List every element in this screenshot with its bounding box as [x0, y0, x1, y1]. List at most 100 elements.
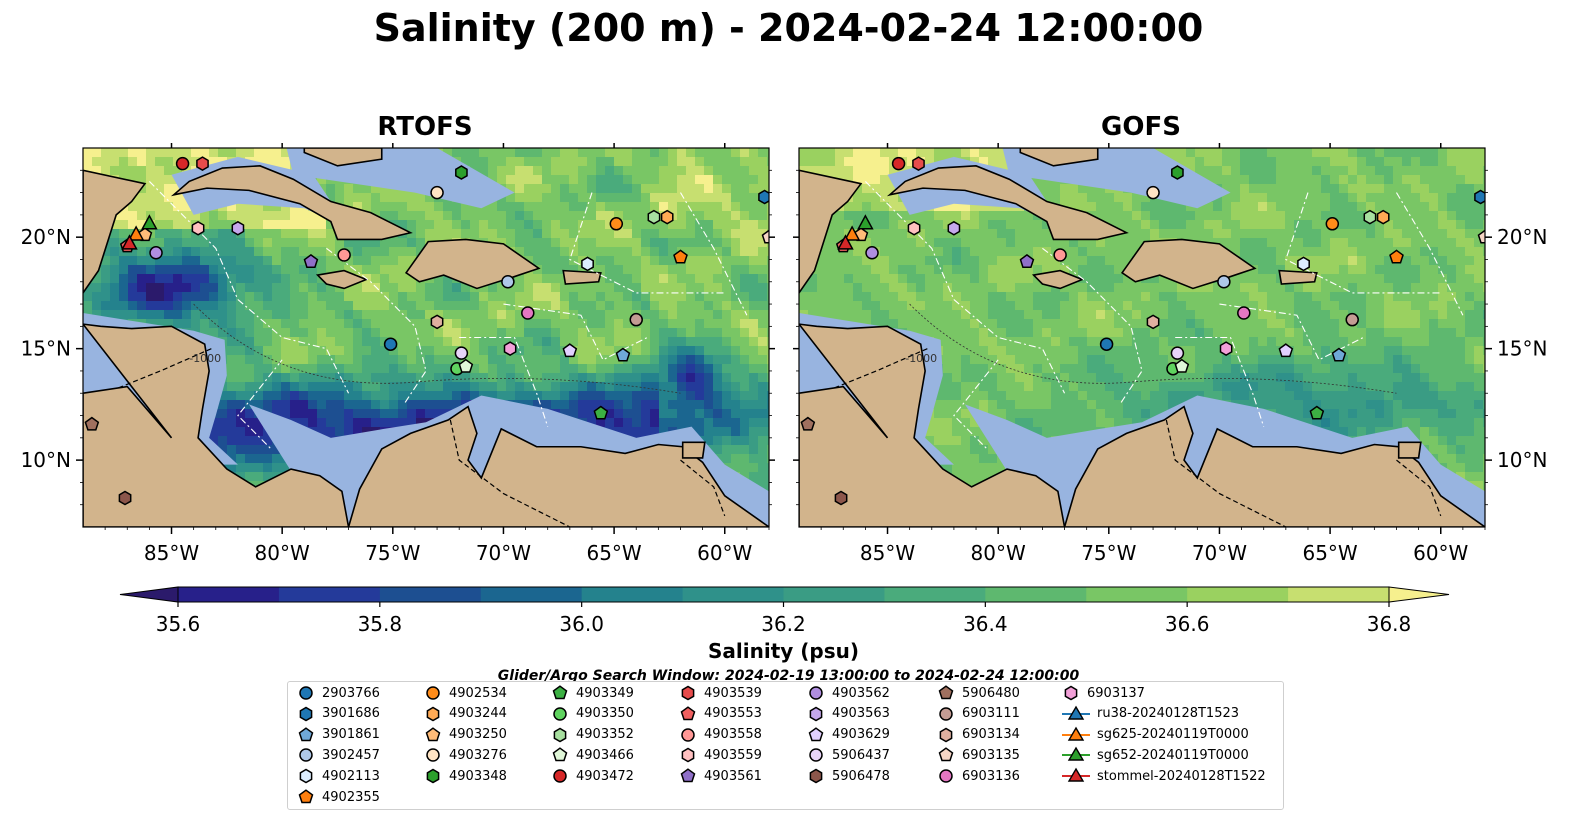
eez-line	[1396, 192, 1464, 316]
marker-6903135	[761, 229, 769, 244]
legend-label: 6903135	[962, 747, 1020, 763]
colorbar-tick-label: 36.8	[1367, 612, 1412, 636]
legend-marker	[809, 706, 823, 722]
land-area	[799, 169, 863, 295]
colorbar-tick-label: 36.6	[1165, 612, 1210, 636]
legend-item: 6903137	[1061, 683, 1145, 703]
marker-4902355	[673, 249, 688, 264]
legend-marker	[680, 706, 696, 721]
legend-item: 4903350	[550, 704, 634, 724]
marker-4903276	[430, 185, 444, 200]
lat-tick-label: 15°N	[1497, 337, 1547, 361]
land-area	[83, 169, 147, 295]
marker-3901861	[615, 347, 631, 362]
colorbar-segment	[884, 587, 986, 602]
marker-4903352	[553, 727, 567, 742]
legend-marker	[1062, 747, 1090, 762]
marker-4903561	[680, 768, 696, 783]
legend-label: 6903137	[1087, 685, 1145, 701]
marker-4903558	[337, 248, 351, 262]
colorbar-tick-label: 36.4	[963, 612, 1008, 636]
lon-tick-label: 70°W	[476, 541, 531, 565]
marker-6903136	[521, 306, 535, 320]
legend-marker	[938, 685, 954, 700]
legend-item: 4903561	[678, 766, 762, 786]
legend-marker	[939, 707, 953, 721]
panel-title-rtofs: RTOFS	[377, 112, 473, 142]
legend-item: ru38-20240128T1523	[1061, 704, 1239, 724]
marker-4903349	[552, 685, 568, 700]
marker-4903563	[809, 706, 823, 722]
legend-marker	[299, 686, 313, 700]
colorbar-segment	[178, 587, 280, 602]
marker-2903766	[1099, 337, 1114, 351]
bathymetry-contour	[193, 303, 681, 394]
legend-marker	[299, 748, 313, 763]
marker-5906437	[1170, 346, 1185, 360]
legend-item: 3902457	[296, 745, 380, 765]
colorbar-segment	[1187, 587, 1289, 602]
legend-marker	[425, 726, 441, 741]
legend-marker	[938, 747, 954, 762]
colorbar-segment	[480, 587, 583, 602]
eez-line	[680, 192, 748, 316]
legend-marker	[552, 747, 568, 762]
marker-3901686	[299, 706, 313, 722]
legend-item: 3901686	[296, 704, 380, 724]
legend-label: 4903250	[449, 727, 507, 743]
land-area	[1019, 148, 1099, 167]
colorbar-tick-label: 36.0	[559, 612, 604, 636]
marker-6903136	[939, 769, 953, 783]
border-line	[680, 459, 726, 517]
legend-label: 4903350	[576, 706, 634, 722]
lon-tick-label: 70°W	[1192, 541, 1247, 565]
legend-label: 4902355	[322, 789, 380, 805]
legend-item: 4902113	[296, 766, 380, 786]
colorbar-segment	[581, 587, 684, 602]
legend-item: 4903629	[806, 725, 890, 745]
marker-4903276	[426, 748, 440, 763]
legend-marker	[426, 686, 440, 700]
marker-4902534	[1325, 217, 1340, 231]
legend-item: 4903244	[423, 704, 507, 724]
marker-4903539	[196, 156, 209, 171]
marker-4903466	[552, 747, 568, 762]
marker-3902457	[1217, 275, 1231, 289]
marker-4903558	[681, 727, 695, 742]
figure-title: Salinity (200 m) - 2024-02-24 12:00:00	[373, 6, 1204, 50]
legend-marker	[809, 768, 823, 784]
marker-4903629	[808, 726, 824, 741]
legend-item: sg625-20240119T0000	[1061, 725, 1249, 745]
marker-4903352	[647, 209, 661, 225]
eez-line	[503, 303, 648, 361]
legend-marker	[1062, 767, 1090, 782]
legend-item: 6903136	[936, 766, 1020, 786]
land-area	[886, 165, 1129, 241]
marker-6903134	[939, 727, 953, 742]
marker-4903559	[681, 748, 695, 763]
eez-line	[237, 359, 283, 450]
legend-item: 2903766	[296, 683, 380, 703]
marker-6903111	[629, 312, 643, 327]
legend-item: 4902355	[296, 787, 380, 807]
legend-label: 5906480	[962, 685, 1020, 701]
marker-5906478	[118, 490, 132, 506]
marker-6903135	[938, 747, 954, 762]
marker-4903348	[455, 165, 468, 180]
lon-tick-label: 85°W	[144, 541, 199, 565]
marker-4902113	[299, 768, 313, 784]
marker-5906478	[834, 490, 848, 506]
lon-tick-label: 60°W	[1413, 541, 1468, 565]
marker-stommel-20240128T1522	[837, 234, 854, 250]
legend-label: 4903553	[704, 706, 762, 722]
lon-tick-label: 60°W	[697, 541, 752, 565]
legend-marker	[681, 685, 695, 701]
marker-sg652-20240119T0000	[141, 214, 158, 230]
marker-sg625-20240119T0000	[843, 225, 861, 241]
marker-stommel-20240128T1522	[121, 234, 138, 250]
lon-tick-label: 65°W	[586, 541, 641, 565]
marker-4903553	[680, 706, 696, 721]
map-panel-rtofs: -1000 85°W 80°W 75°W 70°W 65°W 60°W 20°N 15°N 10°…	[21, 143, 775, 565]
marker-4903561	[303, 253, 319, 268]
legend-item: 5906480	[936, 683, 1020, 703]
